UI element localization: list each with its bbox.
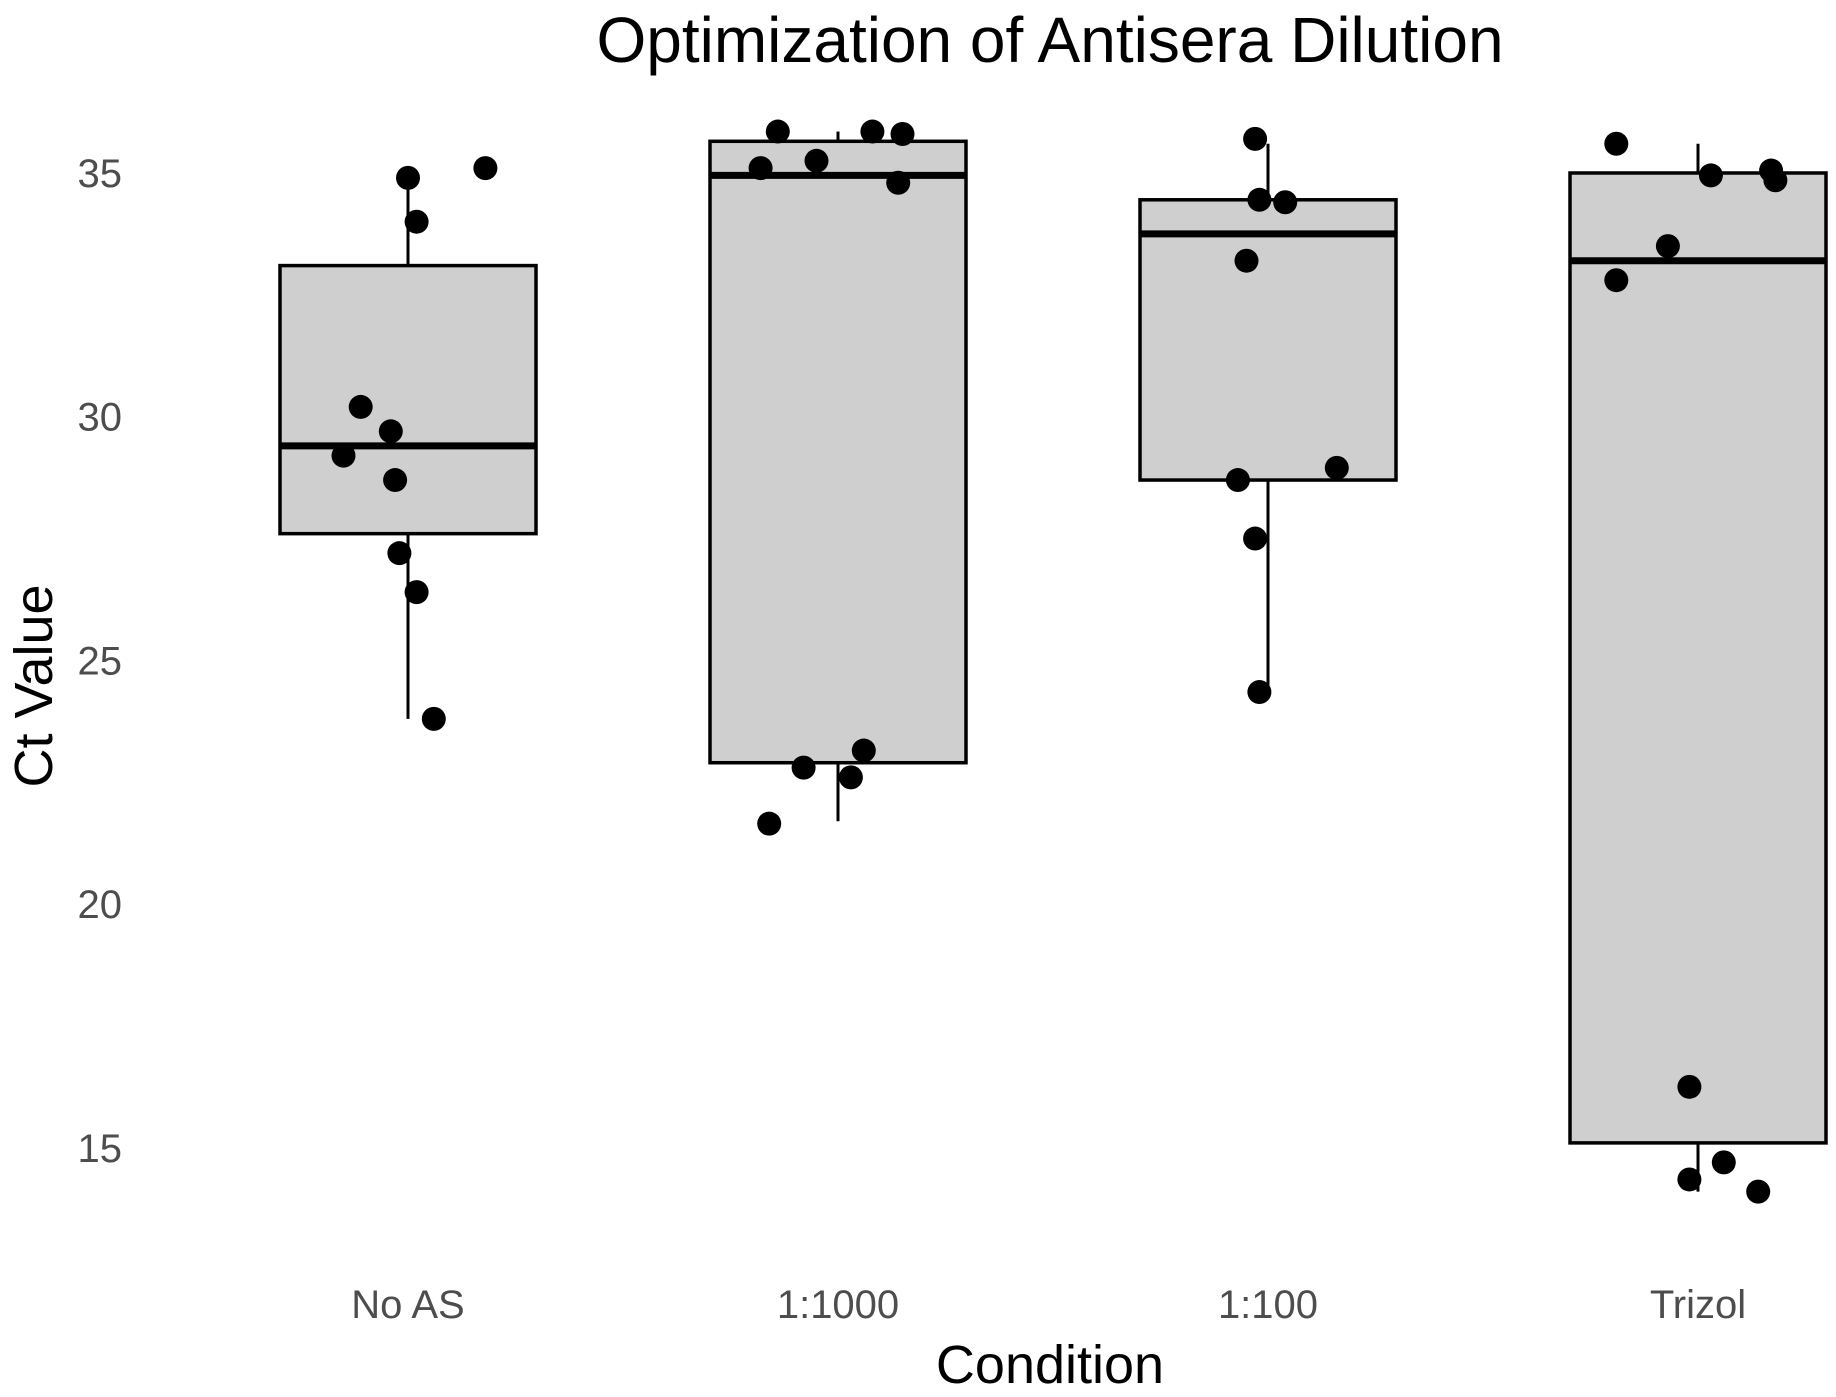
data-point-trizol <box>1746 1179 1771 1204</box>
box-layer <box>278 131 1828 1192</box>
data-point-trizol <box>1655 234 1680 259</box>
data-point-1-1000 <box>791 755 816 780</box>
data-point-1-1000 <box>757 811 782 836</box>
data-point-no-as <box>396 165 420 190</box>
data-point-1-1000 <box>838 765 863 790</box>
data-point-no-as <box>378 419 403 444</box>
data-point-no-as <box>383 468 408 493</box>
box-no-as <box>278 263 538 536</box>
data-point-1-1000 <box>851 738 876 763</box>
data-point-1-100 <box>1273 190 1298 215</box>
data-point-trizol <box>1677 1074 1702 1099</box>
x-axis-ticks: No AS 1:1000 1:100 Trizol <box>351 1283 1746 1327</box>
x-tick-label-trizol: Trizol <box>1650 1283 1746 1327</box>
data-point-no-as <box>348 394 373 419</box>
box-1-1000 <box>708 139 968 765</box>
data-point-1-1000 <box>748 156 773 181</box>
data-point-1-100 <box>1225 468 1250 493</box>
data-point-1-1000 <box>890 121 915 146</box>
data-point-1-1000 <box>804 148 829 173</box>
data-point-1-100 <box>1324 455 1349 480</box>
data-point-1-100 <box>1243 126 1268 151</box>
data-point-no-as <box>404 580 429 605</box>
data-point-1-1000 <box>886 170 911 195</box>
data-point-trizol <box>1698 163 1723 188</box>
y-axis-ticks: 15 20 25 30 35 <box>78 152 123 1171</box>
y-tick-label: 20 <box>78 883 123 927</box>
y-tick-label: 30 <box>78 396 123 440</box>
y-tick-label: 15 <box>78 1127 123 1171</box>
data-point-trizol <box>1711 1150 1736 1175</box>
data-point-no-as <box>421 706 446 731</box>
y-tick-label: 25 <box>78 639 123 683</box>
data-point-1-100 <box>1247 187 1272 212</box>
x-tick-label-1-100: 1:100 <box>1218 1283 1318 1327</box>
data-point-trizol <box>1604 268 1629 293</box>
data-point-1-1000 <box>765 119 790 144</box>
point-layer <box>331 119 1788 1204</box>
x-tick-label-no-as: No AS <box>351 1283 464 1327</box>
data-point-no-as <box>473 156 498 181</box>
x-axis-title: Condition <box>936 1335 1164 1395</box>
data-point-1-100 <box>1243 526 1268 551</box>
chart-title: Optimization of Antisera Dilution <box>596 4 1503 76</box>
data-point-1-100 <box>1247 680 1272 705</box>
box-trizol <box>1568 171 1828 1145</box>
data-point-trizol <box>1604 131 1629 156</box>
data-point-no-as <box>404 209 429 234</box>
data-point-trizol <box>1677 1167 1702 1192</box>
data-point-trizol <box>1763 168 1788 193</box>
y-tick-label: 35 <box>78 152 123 196</box>
data-point-no-as <box>387 541 412 566</box>
data-point-no-as <box>331 443 356 468</box>
data-point-1-1000 <box>860 119 885 144</box>
box-1-100 <box>1138 198 1398 482</box>
x-tick-label-1-1000: 1:1000 <box>777 1283 899 1327</box>
data-point-1-100 <box>1234 248 1259 273</box>
y-axis-title: Ct Value <box>4 584 64 787</box>
